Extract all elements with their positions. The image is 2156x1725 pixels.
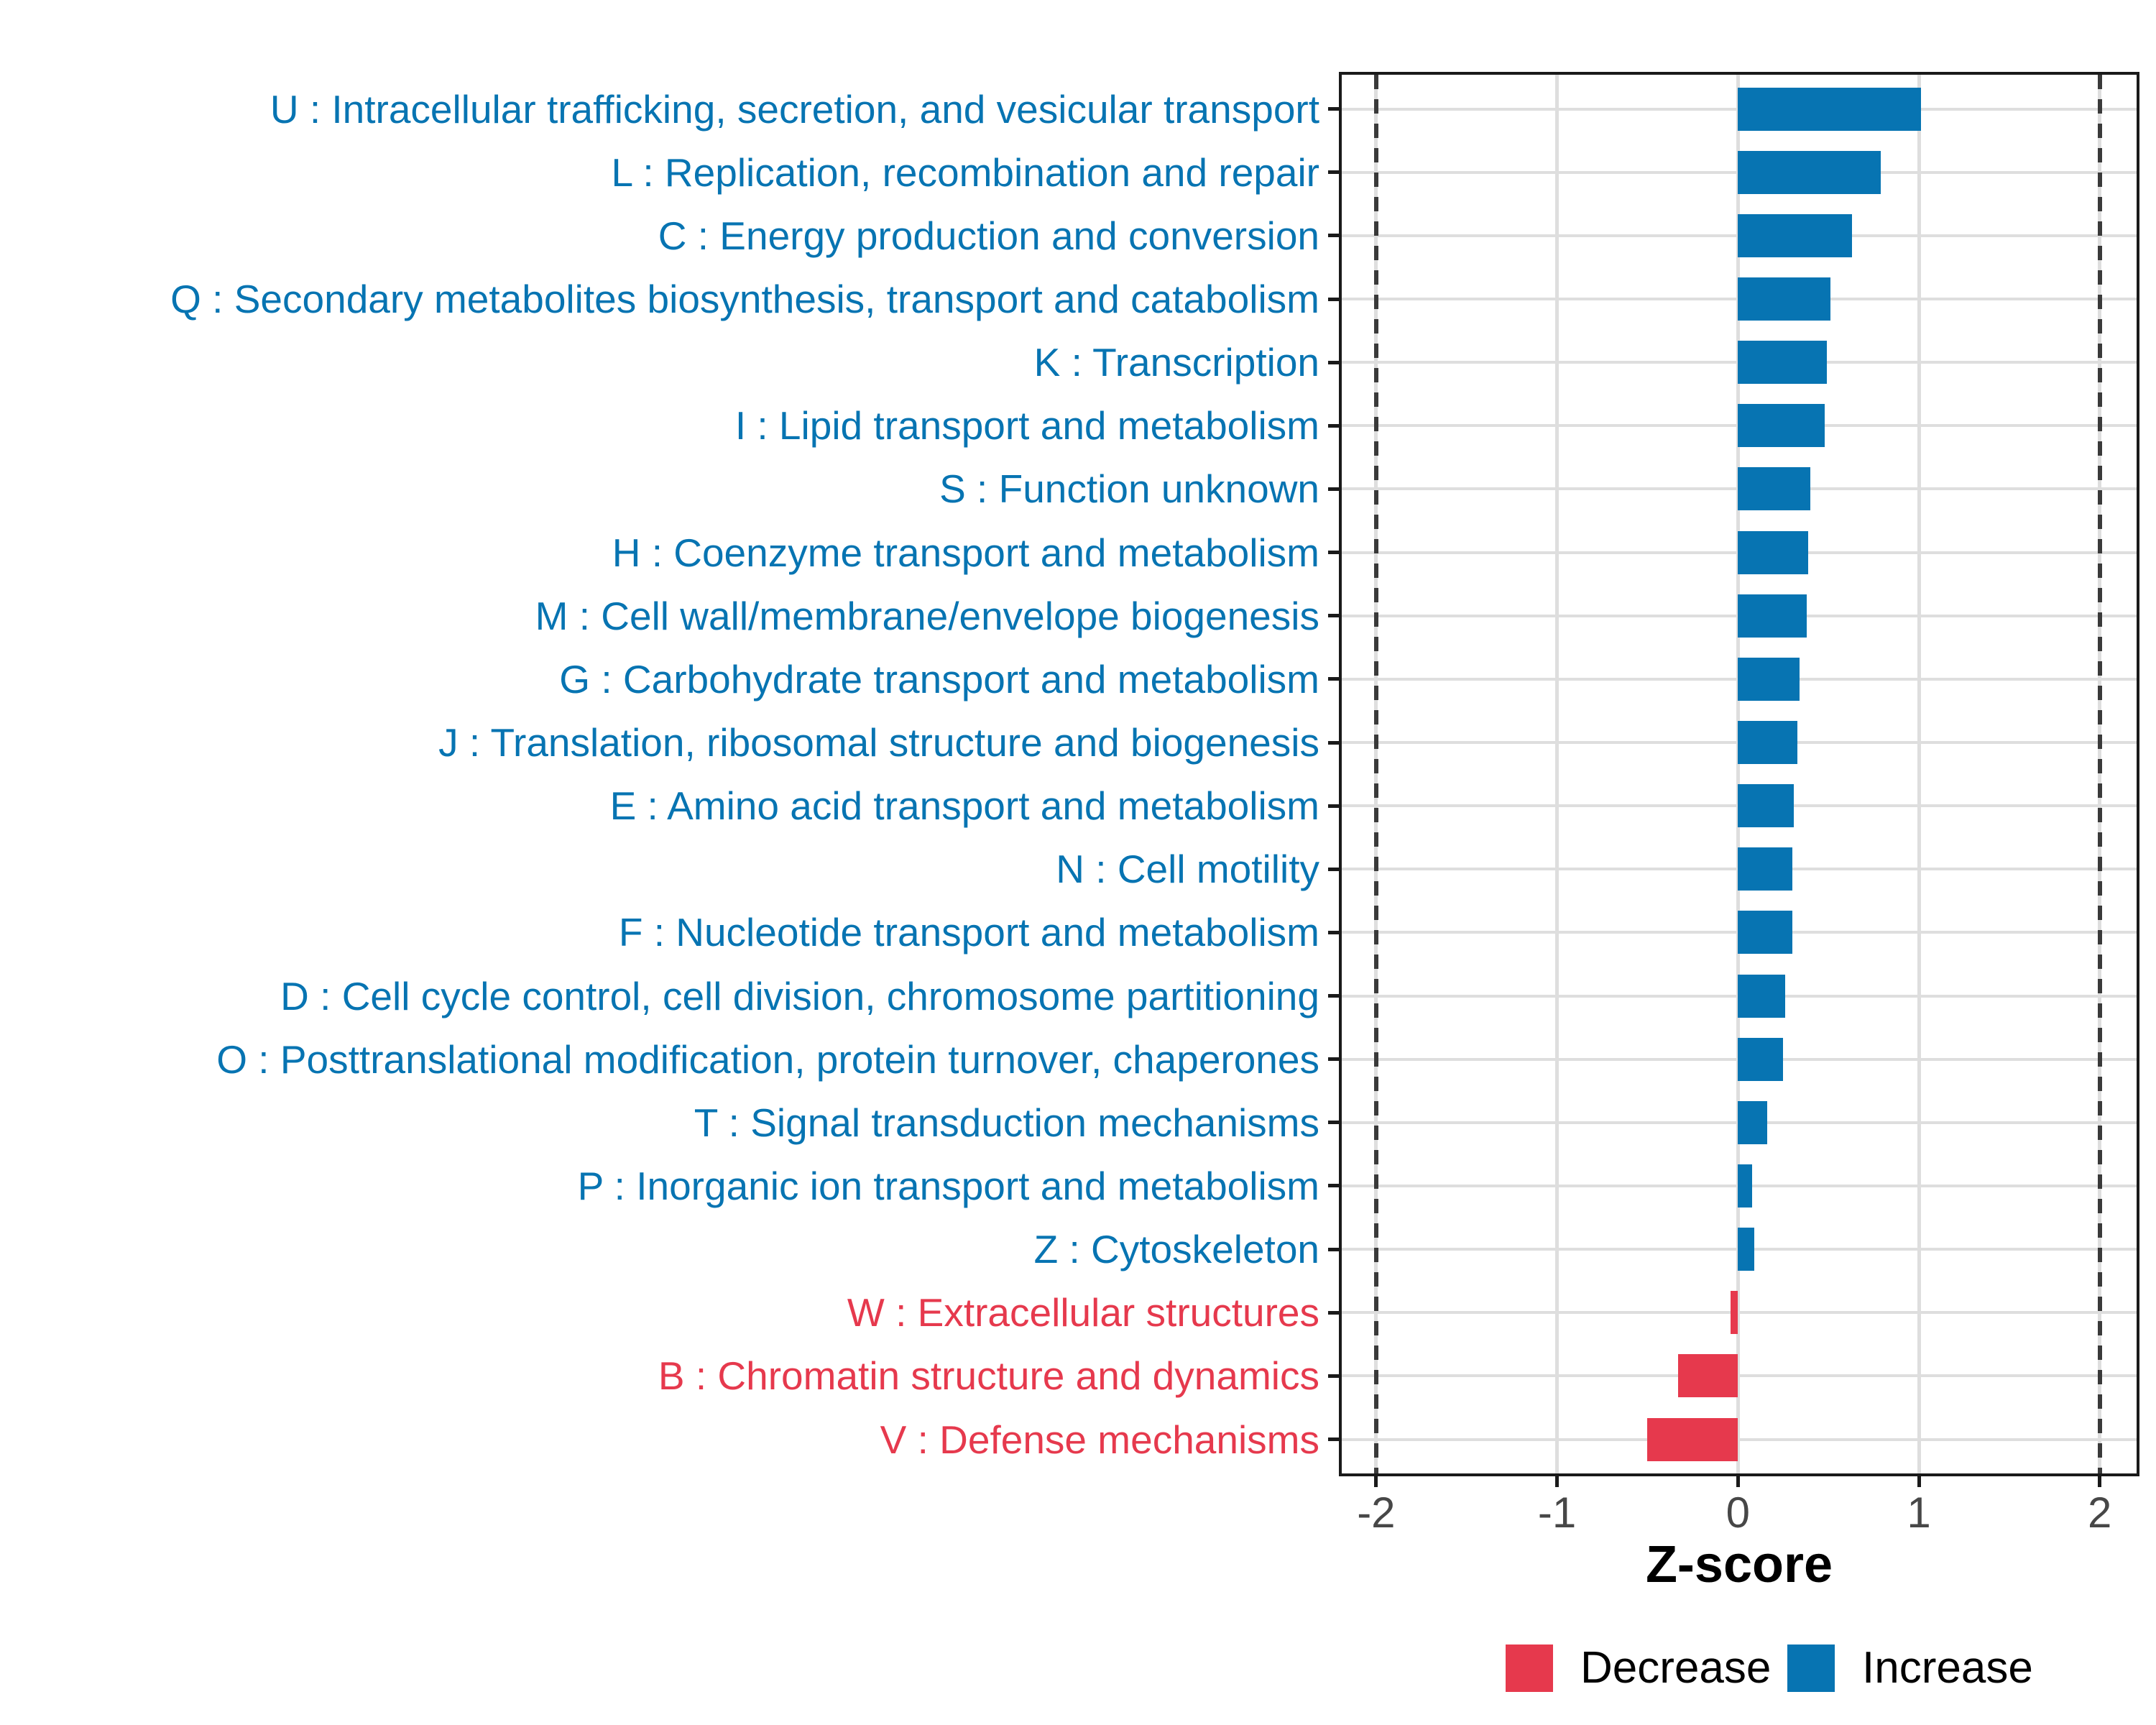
y-axis-tick: [1328, 170, 1339, 175]
bar: [1738, 277, 1830, 321]
y-axis-tick: [1328, 804, 1339, 808]
y-axis-tick: [1328, 423, 1339, 428]
x-axis-tick: [1736, 1476, 1740, 1487]
x-axis-tick-label: -2: [1357, 1489, 1396, 1537]
category-label: W : Extracellular structures: [847, 1290, 1319, 1335]
y-axis-tick: [1328, 1057, 1339, 1062]
y-axis-tick: [1328, 994, 1339, 998]
category-label: Q : Secondary metabolites biosynthesis, …: [170, 277, 1319, 322]
bar: [1647, 1417, 1738, 1461]
y-axis-tick: [1328, 1438, 1339, 1442]
y-axis-tick: [1328, 1247, 1339, 1251]
x-axis-tick: [2098, 1476, 2102, 1487]
x-axis-tick: [1374, 1476, 1378, 1487]
category-label: B : Chromatin structure and dynamics: [658, 1353, 1319, 1399]
legend-label: Decrease: [1580, 1643, 1772, 1693]
category-label: I : Lipid transport and metabolism: [734, 403, 1319, 448]
vertical-gridline: [1736, 75, 1740, 1473]
y-axis-tick: [1328, 360, 1339, 364]
category-label: N : Cell motility: [1056, 847, 1319, 892]
bar: [1738, 1100, 1767, 1144]
bar: [1738, 150, 1881, 194]
category-label: G : Carbohydrate transport and metabolis…: [559, 656, 1319, 702]
bar: [1678, 1354, 1738, 1398]
bar: [1738, 87, 1921, 131]
bar: [1738, 530, 1809, 574]
bar: [1738, 1228, 1754, 1271]
bar: [1738, 341, 1827, 385]
bar: [1738, 721, 1798, 764]
y-axis-tick: [1328, 1374, 1339, 1378]
horizontal-gridline: [1342, 1374, 2137, 1378]
category-label: L : Replication, recombination and repai…: [611, 150, 1319, 195]
dashed-reference-line: [2097, 75, 2102, 1473]
bar: [1738, 784, 1795, 828]
y-axis-tick: [1328, 1310, 1339, 1315]
horizontal-gridline: [1342, 1438, 2137, 1441]
bar: [1738, 974, 1785, 1018]
horizontal-gridline: [1342, 1311, 2137, 1315]
y-axis-tick: [1328, 551, 1339, 555]
bar: [1731, 1291, 1738, 1335]
category-label: Z : Cytoskeleton: [1033, 1227, 1319, 1272]
dashed-reference-line: [1373, 75, 1378, 1473]
y-axis-tick: [1328, 867, 1339, 871]
bar: [1738, 1164, 1753, 1208]
bar: [1738, 467, 1810, 511]
y-axis-tick: [1328, 677, 1339, 681]
category-label: V : Defense mechanisms: [880, 1417, 1319, 1462]
x-axis-tick: [1555, 1476, 1560, 1487]
x-axis-tick-label: 0: [1726, 1489, 1750, 1537]
x-axis-title: Z-score: [1645, 1536, 1833, 1593]
y-axis-tick: [1328, 487, 1339, 491]
x-axis-tick-label: 2: [2088, 1489, 2112, 1537]
category-label: E : Amino acid transport and metabolism: [609, 783, 1319, 829]
legend-key-increase: [1787, 1644, 1835, 1692]
category-label: O : Posttranslational modification, prot…: [216, 1036, 1319, 1082]
category-label: C : Energy production and conversion: [658, 213, 1319, 258]
bar: [1738, 911, 1792, 954]
y-axis-tick: [1328, 930, 1339, 934]
vertical-gridline: [1555, 75, 1560, 1473]
y-axis-tick: [1328, 1121, 1339, 1125]
y-axis-tick: [1328, 1184, 1339, 1188]
y-axis-tick: [1328, 614, 1339, 618]
bar: [1738, 847, 1792, 891]
bar: [1738, 404, 1825, 448]
category-label: P : Inorganic ion transport and metaboli…: [577, 1163, 1319, 1208]
y-axis-tick: [1328, 740, 1339, 745]
bar: [1738, 657, 1800, 701]
plot-panel: [1339, 72, 2139, 1476]
y-axis-tick: [1328, 107, 1339, 111]
bar: [1738, 1037, 1784, 1081]
category-label: K : Transcription: [1033, 340, 1319, 385]
y-axis-tick: [1328, 297, 1339, 301]
x-axis-tick-label: -1: [1537, 1489, 1577, 1537]
y-axis-tick: [1328, 234, 1339, 238]
category-label: D : Cell cycle control, cell division, c…: [280, 973, 1319, 1018]
x-axis-tick-label: 1: [1907, 1489, 1931, 1537]
category-label: F : Nucleotide transport and metabolism: [618, 910, 1319, 955]
bar: [1738, 213, 1852, 257]
bar: [1738, 594, 1807, 638]
category-label: T : Signal transduction mechanisms: [694, 1100, 1319, 1145]
vertical-gridline: [1917, 75, 1921, 1473]
legend-label: Increase: [1862, 1643, 2033, 1693]
category-label: M : Cell wall/membrane/envelope biogenes…: [535, 593, 1319, 638]
x-axis-tick: [1917, 1476, 1921, 1487]
category-label: H : Coenzyme transport and metabolism: [612, 530, 1319, 575]
category-label: S : Function unknown: [939, 466, 1319, 512]
legend-key-decrease: [1506, 1644, 1553, 1692]
category-label: U : Intracellular trafficking, secretion…: [270, 86, 1319, 132]
category-label: J : Translation, ribosomal structure and…: [438, 720, 1319, 765]
